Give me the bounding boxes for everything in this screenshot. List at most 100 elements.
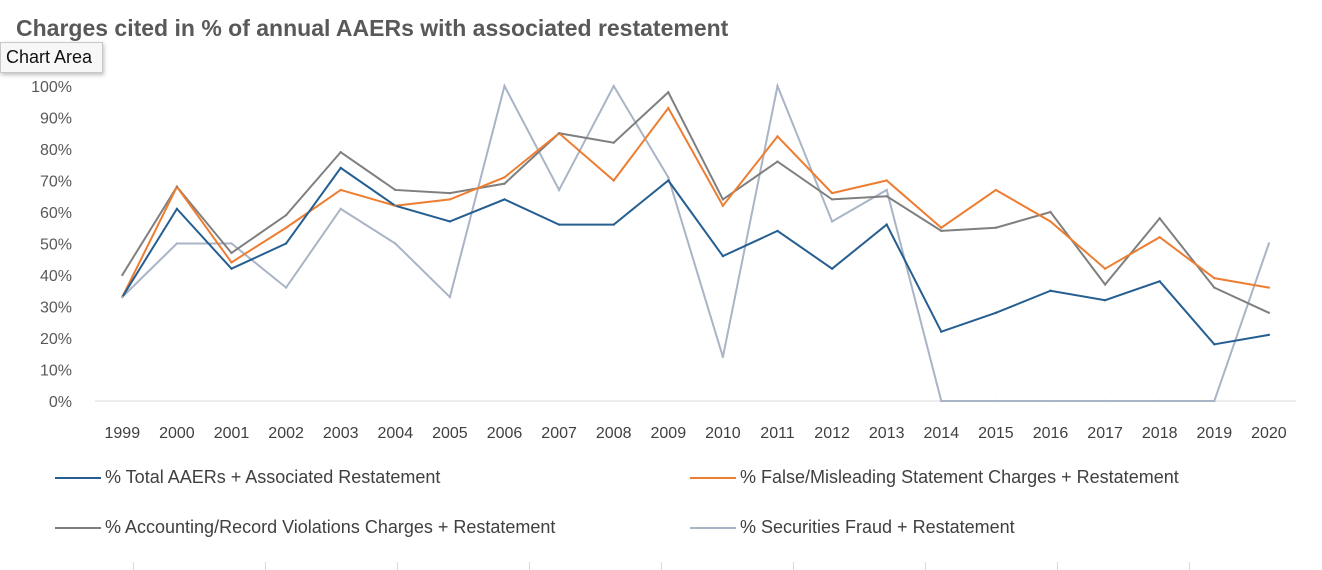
x-tick-label: 2015 — [978, 425, 1014, 442]
series-line — [121, 166, 1270, 346]
data-point — [940, 229, 943, 233]
data-point — [612, 179, 615, 182]
y-tick-label: 80% — [40, 142, 72, 159]
x-tick-label: 2001 — [214, 425, 250, 442]
data-point — [1049, 289, 1052, 292]
data-point — [830, 220, 834, 223]
y-tick-label: 50% — [40, 237, 72, 254]
data-point — [885, 179, 888, 182]
data-point — [448, 198, 452, 201]
data-point — [612, 84, 615, 88]
data-point — [994, 188, 998, 192]
data-point — [284, 242, 288, 245]
data-point — [448, 295, 452, 299]
data-point — [1049, 220, 1052, 223]
legend-label: % False/Misleading Statement Charges + R… — [740, 467, 1179, 487]
data-point — [503, 84, 506, 88]
data-point — [339, 166, 342, 170]
data-point — [776, 84, 779, 88]
data-point — [994, 399, 998, 403]
data-point — [1103, 283, 1107, 286]
data-point — [1158, 399, 1161, 403]
y-tick-label: 70% — [40, 174, 72, 191]
data-point — [230, 267, 233, 270]
data-point — [885, 188, 888, 192]
legend-item: % False/Misleading Statement Charges + R… — [690, 467, 1179, 488]
data-point — [885, 195, 888, 198]
data-point — [776, 229, 779, 233]
data-point — [994, 226, 998, 229]
data-point — [175, 242, 179, 245]
data-point — [776, 160, 779, 163]
series-line — [121, 90, 1270, 314]
data-point — [721, 198, 725, 201]
x-tick-label: 2019 — [1197, 425, 1233, 442]
data-point — [940, 399, 943, 403]
x-tick-label: 2012 — [814, 425, 850, 442]
x-tick-label: 2000 — [159, 425, 195, 442]
legend-item: % Total AAERs + Associated Restatement — [55, 467, 440, 488]
data-point — [1049, 210, 1052, 214]
chart-area-tooltip: Chart Area — [0, 42, 104, 73]
data-point — [339, 207, 342, 211]
data-point — [940, 330, 943, 333]
data-point — [1267, 311, 1271, 314]
x-tick-label: 2008 — [596, 425, 632, 442]
y-tick-label: 30% — [40, 300, 72, 317]
x-tick-label: 2018 — [1142, 425, 1178, 442]
data-point — [448, 220, 452, 223]
data-point — [121, 273, 124, 277]
data-point — [503, 198, 506, 201]
data-point — [667, 176, 670, 179]
data-point — [830, 198, 834, 201]
legend-item: % Accounting/Record Violations Charges +… — [55, 517, 555, 538]
legend-item: % Securities Fraud + Restatement — [690, 517, 1015, 538]
x-tick-label: 2009 — [651, 425, 687, 442]
data-point — [667, 91, 670, 94]
series-line — [121, 82, 1270, 402]
data-point — [394, 242, 397, 245]
data-point — [1103, 399, 1107, 403]
data-point — [284, 286, 288, 289]
data-point — [940, 226, 943, 229]
data-point — [230, 251, 233, 255]
data-point — [1213, 343, 1216, 346]
data-point — [284, 226, 288, 229]
data-point — [1049, 399, 1052, 403]
data-point — [557, 223, 561, 226]
data-point — [230, 242, 233, 245]
data-point — [503, 182, 506, 185]
data-point — [121, 295, 124, 299]
data-point — [721, 204, 725, 207]
data-point — [557, 188, 561, 192]
data-point — [667, 179, 670, 182]
data-point — [1267, 333, 1271, 337]
x-tick-label: 2005 — [432, 425, 468, 442]
data-point — [830, 267, 834, 270]
legend-swatch — [55, 526, 101, 529]
y-tick-label: 0% — [49, 394, 72, 411]
x-tick-label: 2006 — [487, 425, 523, 442]
data-point — [612, 141, 615, 144]
x-tick-label: 2017 — [1087, 425, 1123, 442]
data-point — [175, 207, 179, 211]
y-tick-label: 40% — [40, 268, 72, 285]
data-point — [667, 106, 670, 110]
data-point — [1103, 267, 1107, 270]
legend-swatch — [690, 476, 736, 479]
data-point — [339, 150, 342, 154]
x-tick-label: 2003 — [323, 425, 359, 442]
x-tick-label: 2004 — [378, 425, 414, 442]
data-point — [339, 188, 342, 192]
x-tick-label: 2010 — [705, 425, 741, 442]
y-tick-label: 20% — [40, 331, 72, 348]
data-point — [721, 355, 725, 359]
data-point — [448, 191, 452, 195]
data-point — [230, 261, 233, 264]
legend-label: % Accounting/Record Violations Charges +… — [105, 517, 556, 537]
x-tick-label: 2013 — [869, 425, 905, 442]
x-tick-label: 2007 — [541, 425, 577, 442]
data-point — [557, 132, 561, 135]
data-point — [394, 204, 397, 207]
